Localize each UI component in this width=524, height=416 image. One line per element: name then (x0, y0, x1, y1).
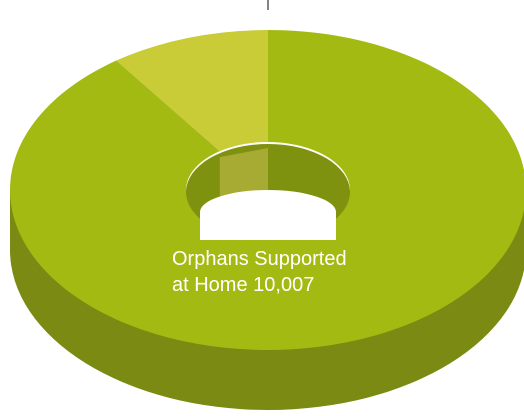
slice-label-line-1: Orphans Supported (172, 248, 347, 270)
slice-label-line-2: at Home 10,007 (172, 274, 315, 297)
slice-orphans-supported (10, 30, 524, 350)
slice-label-orphans: Orphans Supported at Home 10,007 (172, 246, 347, 299)
slice-other (116, 30, 268, 152)
donut-hole-opening (206, 194, 330, 238)
